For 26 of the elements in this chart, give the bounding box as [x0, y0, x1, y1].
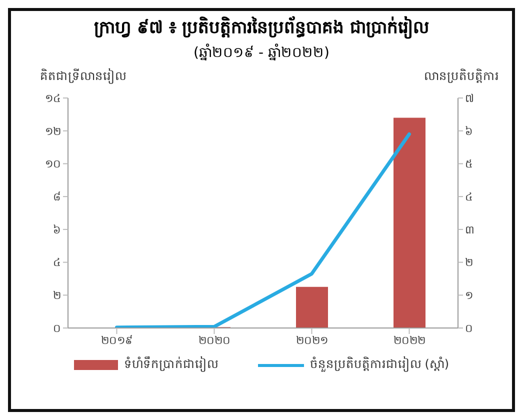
y-tick-label: ៤ [53, 256, 61, 270]
y-tick-label: ១២ [45, 124, 61, 138]
y-tick-label: ៦ [53, 223, 61, 236]
y2-tick-label: ៦ [465, 124, 473, 138]
legend-label: ទំហំទឹកប្រាក់ជារៀល [124, 356, 218, 374]
chart-subtitle: (ឆ្នាំ២០១៩ - ឆ្នាំ២០២២) [192, 43, 330, 63]
y2-tick-label: ៥ [465, 158, 473, 171]
y-tick-label: ២ [53, 289, 61, 302]
y2-tick-label: ១ [465, 289, 473, 302]
y2-tick-label: ៤ [465, 190, 473, 204]
y-tick-label: ១៤ [45, 92, 61, 105]
y-tick-label: ១០ [45, 158, 61, 171]
y2-tick-label: ២ [465, 256, 473, 270]
y-tick-label: ៨ [53, 190, 61, 204]
y-axis-title: គិតជាទ្រីលានរៀល [40, 68, 126, 86]
legend-label: ចំនួនប្រតិបត្តិការជារៀល (ស្តាំ) [310, 356, 450, 374]
y2-tick-label: ៣ [465, 223, 474, 236]
y2-tick-label: ៧ [465, 92, 474, 105]
chart-title: ក្រាហ្វ ៩៧ ៖ ប្រតិបត្តិការនៃប្រព័ន្ធបាគង ជាប្រាក់រៀល [93, 15, 430, 41]
y-tick-label: ០ [53, 322, 61, 335]
y2-tick-label: ០ [465, 322, 473, 335]
x-tick-label: ២០២១ [296, 334, 328, 347]
x-tick-label: ២០១៩ [100, 334, 133, 347]
x-tick-label: ២០២០ [198, 334, 230, 347]
x-tick-label: ២០២២ [393, 334, 426, 347]
y2-axis-title: លានប្រតិបត្តិការ [424, 68, 499, 85]
